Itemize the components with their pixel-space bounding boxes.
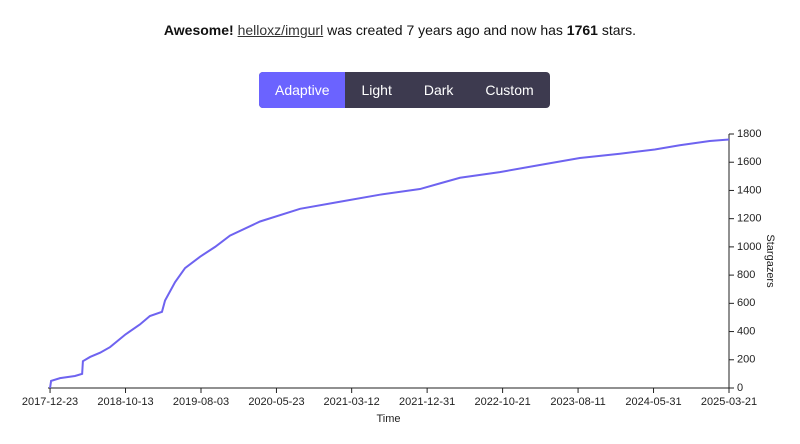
theme-tab[interactable]: Light — [361, 82, 392, 98]
x-tick-label: 2021-12-31 — [399, 396, 455, 408]
y-tick-label: 600 — [737, 297, 755, 309]
y-tick-label: 1200 — [737, 213, 761, 225]
x-tick-label: 2020-05-23 — [248, 396, 304, 408]
x-tick-label: 2021-03-12 — [324, 396, 380, 408]
y-tick-label: 1400 — [737, 184, 761, 196]
star-count: 1761 — [566, 22, 598, 38]
y-tick-label: 1800 — [737, 128, 761, 140]
x-tick-label: 2022-10-21 — [474, 396, 530, 408]
theme-tab[interactable]: Custom — [485, 82, 534, 98]
header: Awesome! helloxz/imgurl was created 7 ye… — [0, 22, 800, 38]
y-tick-label: 1000 — [737, 241, 761, 253]
x-tick-label: 2018-10-13 — [97, 396, 153, 408]
x-tick-label: 2024-05-31 — [625, 396, 681, 408]
star-line — [49, 138, 730, 389]
x-tick-label: 2025-03-21 — [701, 396, 757, 408]
y-axis-label: Stargazers — [764, 234, 776, 288]
header-text: was created 7 years ago and now has — [327, 22, 563, 38]
theme-tabs: Adaptive Light Dark Custom — [259, 72, 550, 108]
theme-tab[interactable]: Adaptive — [259, 72, 346, 108]
y-tick-label: 400 — [737, 325, 755, 337]
x-tick-label: 2019-08-03 — [173, 396, 229, 408]
x-tick-label: 2023-08-11 — [550, 396, 605, 408]
repo-link[interactable]: helloxz/imgurl — [237, 22, 324, 38]
x-axis-label: Time — [376, 413, 400, 425]
theme-tab[interactable]: Dark — [423, 82, 454, 98]
x-tick-label: 2017-12-23 — [22, 396, 78, 408]
header-text: stars. — [601, 22, 637, 38]
y-tick-label: 200 — [737, 354, 755, 366]
y-tick-label: 800 — [737, 269, 755, 281]
y-tick-label: 1600 — [737, 156, 761, 168]
y-tick-label: 0 — [737, 382, 743, 394]
lead: Awesome! — [163, 22, 234, 38]
